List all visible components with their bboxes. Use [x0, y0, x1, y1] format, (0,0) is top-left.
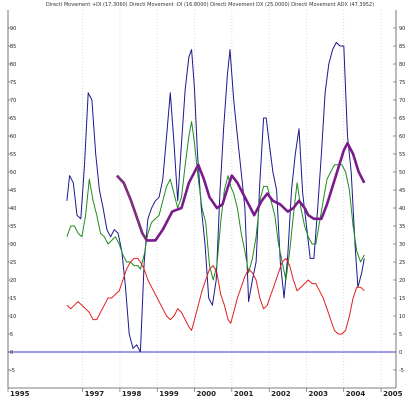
- y-tick-label-left: 60: [10, 134, 16, 140]
- y-tick-label-right: 75: [399, 80, 405, 86]
- y-tick-label-left: 0: [10, 350, 13, 356]
- chart-title: Directi Movement +DI (17.3060) Directi M…: [46, 2, 374, 8]
- y-tick-label-right: 15: [399, 296, 405, 302]
- x-tick-label: 1999: [159, 390, 179, 398]
- y-tick-label-right: 0: [399, 350, 402, 356]
- y-tick-label-left: 25: [10, 260, 16, 266]
- y-tick-label-right: 5: [399, 332, 402, 338]
- series-line-4: [115, 141, 366, 242]
- y-tick-label-left: 40: [10, 206, 16, 212]
- y-tick-label-right: 40: [399, 206, 405, 212]
- x-tick-label: 1995: [10, 390, 30, 398]
- y-tick-label-left: 85: [10, 44, 16, 50]
- series-line-3: [66, 257, 365, 335]
- y-tick-label-left: 90: [10, 26, 16, 32]
- series-line-4-accent: [116, 175, 148, 241]
- axes: [7, 10, 397, 389]
- y-tick-label-left: 20: [10, 278, 16, 284]
- y-tick-label-right: 90: [399, 26, 405, 32]
- y-tick-label-left: 75: [10, 80, 16, 86]
- x-tick-label: 1997: [85, 390, 105, 398]
- y-tick-label-right: 25: [399, 260, 405, 266]
- y-tick-label-left: 70: [10, 98, 16, 104]
- x-tick-label: 2005: [383, 390, 403, 398]
- y-tick-label-right: 55: [399, 152, 405, 158]
- y-tick-label-right: 80: [399, 62, 405, 68]
- x-tick-label: 2003: [308, 390, 328, 398]
- y-tick-label-left: 5: [10, 332, 13, 338]
- y-tick-label-right: 20: [399, 278, 405, 284]
- x-tick-label: 2004: [346, 390, 366, 398]
- y-tick-label-right: 50: [399, 170, 405, 176]
- y-tick-label-right: 45: [399, 188, 405, 194]
- y-tick-label-left: 65: [10, 116, 16, 122]
- y-tick-label-left: 35: [10, 224, 16, 230]
- y-tick-label-right: 30: [399, 242, 405, 248]
- series-line-1: [66, 41, 365, 353]
- y-tick-label-left: 45: [10, 188, 16, 194]
- y-tick-label-left: 30: [10, 242, 16, 248]
- y-tick-label-left: -5: [10, 368, 15, 374]
- y-tick-label-right: 60: [399, 134, 405, 140]
- y-tick-label-right: 10: [399, 314, 405, 320]
- x-tick-label: 2000: [197, 390, 217, 398]
- series-line-2: [66, 121, 365, 281]
- y-tick-label-left: 80: [10, 62, 16, 68]
- x-tick-label: 2002: [271, 390, 291, 398]
- y-tick-label-left: 50: [10, 170, 16, 176]
- y-tick-label-left: 15: [10, 296, 16, 302]
- series-layer: [66, 41, 366, 353]
- y-tick-label-right: -5: [399, 368, 404, 374]
- y-tick-label-right: 70: [399, 98, 405, 104]
- y-tick-label-left: 10: [10, 314, 16, 320]
- y-tick-label-right: 35: [399, 224, 405, 230]
- y-tick-label-right: 65: [399, 116, 405, 122]
- y-tick-label-right: 85: [399, 44, 405, 50]
- x-tick-label: 2001: [234, 390, 254, 398]
- y-tick-label-left: 55: [10, 152, 16, 158]
- x-tick-label: 1998: [122, 390, 142, 398]
